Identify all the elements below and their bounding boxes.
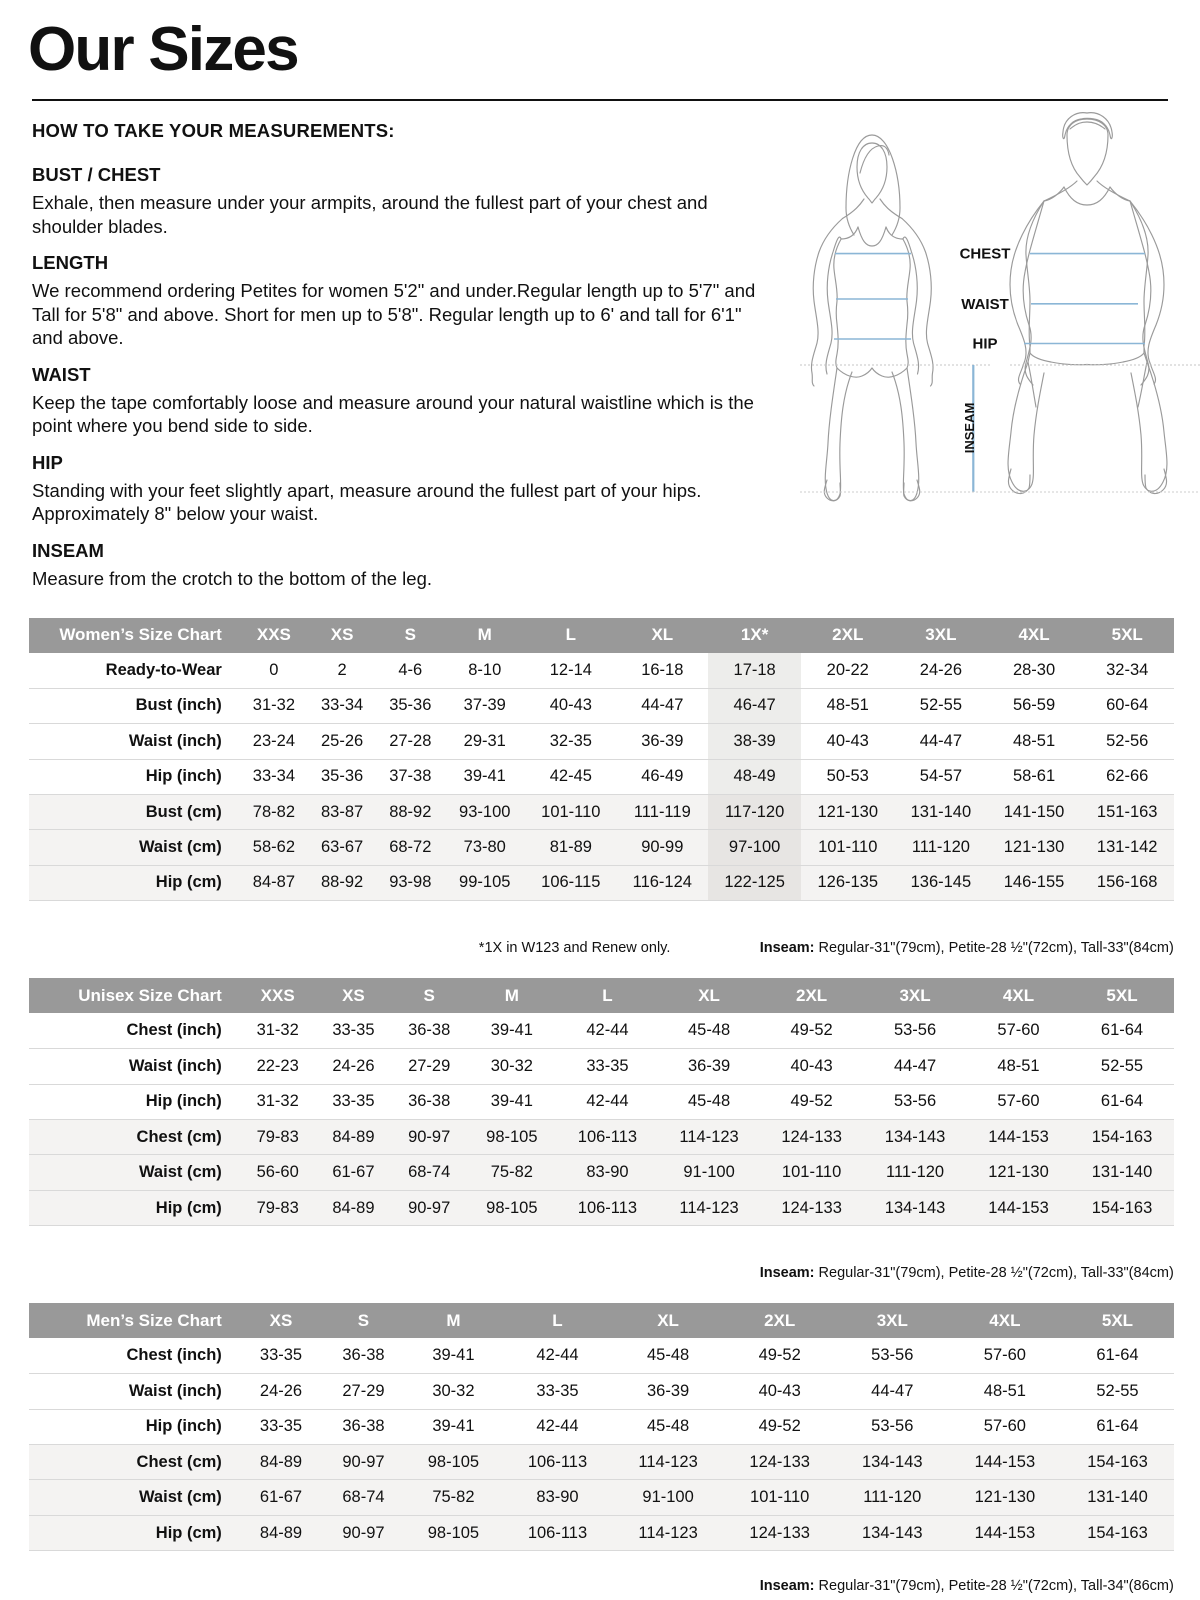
svg-text:INSEAM: INSEAM [962, 403, 977, 454]
svg-text:CHEST: CHEST [960, 246, 1011, 263]
svg-text:HIP: HIP [972, 336, 997, 353]
svg-text:WAIST: WAIST [961, 296, 1009, 313]
